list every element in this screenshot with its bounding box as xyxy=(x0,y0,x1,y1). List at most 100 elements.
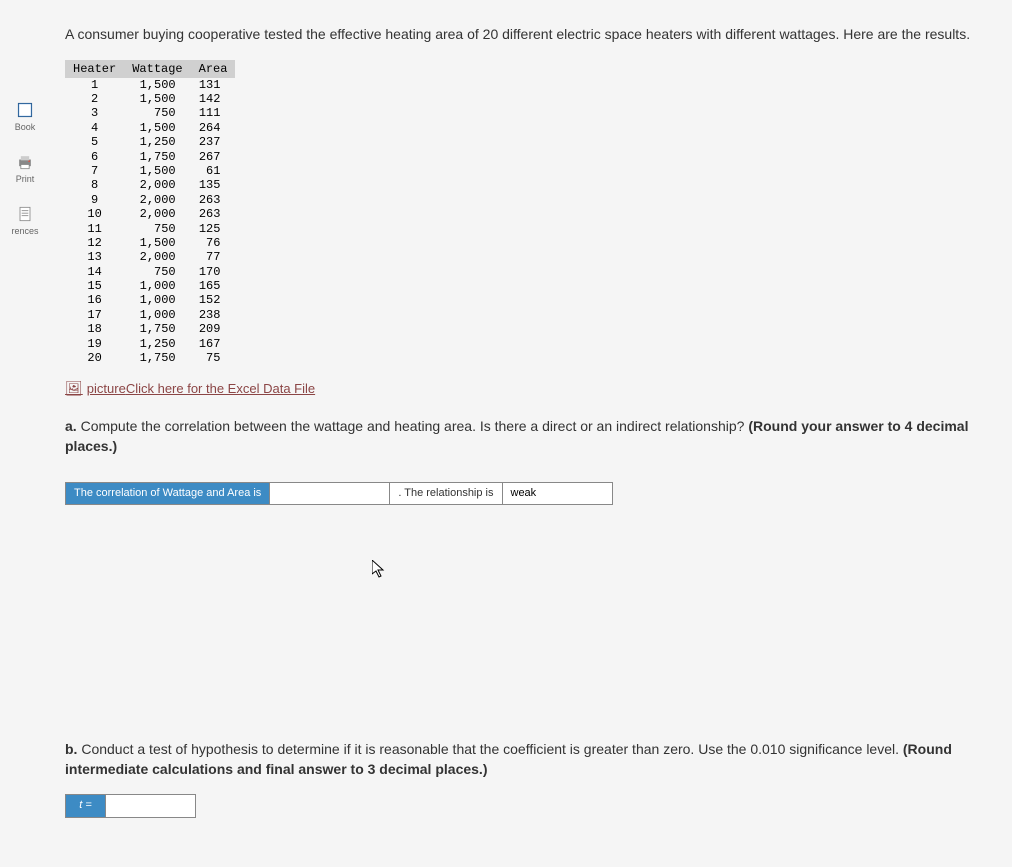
book-icon xyxy=(15,100,35,120)
table-cell: 111 xyxy=(191,106,236,120)
table-cell: 1,250 xyxy=(124,135,190,149)
table-row: 21,500142 xyxy=(65,92,235,106)
table-header: Area xyxy=(191,60,236,78)
table-cell: 2,000 xyxy=(124,178,190,192)
table-row: 171,000238 xyxy=(65,308,235,322)
table-row: 121,50076 xyxy=(65,236,235,250)
table-cell: 209 xyxy=(191,322,236,336)
cursor-icon xyxy=(372,560,388,585)
table-cell: 131 xyxy=(191,78,236,92)
table-cell: 267 xyxy=(191,150,236,164)
table-cell: 1,000 xyxy=(124,293,190,307)
table-cell: 8 xyxy=(65,178,124,192)
table-cell: 1,500 xyxy=(124,92,190,106)
sidebar-item-book[interactable]: Book xyxy=(15,100,36,132)
table-header: Heater xyxy=(65,60,124,78)
table-cell: 9 xyxy=(65,193,124,207)
table-cell: 750 xyxy=(124,265,190,279)
table-cell: 2 xyxy=(65,92,124,106)
table-cell: 263 xyxy=(191,193,236,207)
table-row: 102,000263 xyxy=(65,207,235,221)
table-cell: 170 xyxy=(191,265,236,279)
table-cell: 76 xyxy=(191,236,236,250)
sidebar-item-label: Book xyxy=(15,122,36,132)
excel-link-text: Click here for the Excel Data File xyxy=(126,381,315,396)
answer-b-table: t = xyxy=(65,794,196,817)
table-cell: 264 xyxy=(191,121,236,135)
table-row: 61,750267 xyxy=(65,150,235,164)
excel-data-link[interactable]: 🖼 pictureClick here for the Excel Data Fi… xyxy=(65,380,315,397)
table-header-row: Heater Wattage Area xyxy=(65,60,235,78)
correlation-input[interactable] xyxy=(270,482,390,504)
table-cell: 2,000 xyxy=(124,193,190,207)
table-cell: 4 xyxy=(65,121,124,135)
table-cell: 2,000 xyxy=(124,207,190,221)
t-label: t = xyxy=(66,795,106,817)
table-cell: 1,750 xyxy=(124,150,190,164)
content-area: A consumer buying cooperative tested the… xyxy=(65,25,992,505)
table-cell: 135 xyxy=(191,178,236,192)
sidebar-item-references[interactable]: rences xyxy=(11,204,38,236)
table-cell: 1 xyxy=(65,78,124,92)
table-row: 71,50061 xyxy=(65,164,235,178)
table-row: 11,500131 xyxy=(65,78,235,92)
correlation-label: The correlation of Wattage and Area is xyxy=(66,482,270,504)
table-cell: 1,250 xyxy=(124,337,190,351)
table-row: 3750111 xyxy=(65,106,235,120)
table-cell: 12 xyxy=(65,236,124,250)
table-cell: 19 xyxy=(65,337,124,351)
table-cell: 263 xyxy=(191,207,236,221)
table-cell: 6 xyxy=(65,150,124,164)
table-row: 92,000263 xyxy=(65,193,235,207)
table-cell: 125 xyxy=(191,222,236,236)
references-icon xyxy=(15,204,35,224)
table-cell: 7 xyxy=(65,164,124,178)
table-cell: 13 xyxy=(65,250,124,264)
table-cell: 1,500 xyxy=(124,78,190,92)
table-row: 14750170 xyxy=(65,265,235,279)
table-cell: 10 xyxy=(65,207,124,221)
table-cell: 1,750 xyxy=(124,322,190,336)
table-row: 82,000135 xyxy=(65,178,235,192)
table-cell: 11 xyxy=(65,222,124,236)
table-cell: 5 xyxy=(65,135,124,149)
table-row: 181,750209 xyxy=(65,322,235,336)
table-cell: 237 xyxy=(191,135,236,149)
table-row: 151,000165 xyxy=(65,279,235,293)
table-row: 51,250237 xyxy=(65,135,235,149)
table-cell: 1,500 xyxy=(124,236,190,250)
table-cell: 61 xyxy=(191,164,236,178)
table-cell: 152 xyxy=(191,293,236,307)
table-cell: 142 xyxy=(191,92,236,106)
sidebar-item-label: rences xyxy=(11,226,38,236)
picture-text: picture xyxy=(87,381,126,396)
table-cell: 16 xyxy=(65,293,124,307)
table-cell: 1,000 xyxy=(124,279,190,293)
table-cell: 3 xyxy=(65,106,124,120)
question-b-section: b. Conduct a test of hypothesis to deter… xyxy=(65,740,992,818)
question-b-prefix: b. xyxy=(65,741,77,757)
table-cell: 165 xyxy=(191,279,236,293)
sidebar-item-print[interactable]: Print xyxy=(15,152,35,184)
table-row: 191,250167 xyxy=(65,337,235,351)
picture-icon: 🖼 xyxy=(65,380,83,397)
table-header: Wattage xyxy=(124,60,190,78)
table-cell: 77 xyxy=(191,250,236,264)
table-cell: 18 xyxy=(65,322,124,336)
question-a-text: Compute the correlation between the watt… xyxy=(77,418,749,434)
table-cell: 1,000 xyxy=(124,308,190,322)
table-cell: 238 xyxy=(191,308,236,322)
table-cell: 15 xyxy=(65,279,124,293)
relationship-select[interactable]: weak xyxy=(502,482,612,504)
table-cell: 14 xyxy=(65,265,124,279)
table-cell: 750 xyxy=(124,106,190,120)
question-b-text: Conduct a test of hypothesis to determin… xyxy=(77,741,902,757)
table-row: 161,000152 xyxy=(65,293,235,307)
table-cell: 167 xyxy=(191,337,236,351)
sidebar: Book Print rences xyxy=(0,100,50,236)
table-row: 11750125 xyxy=(65,222,235,236)
t-input[interactable] xyxy=(106,795,196,817)
question-a: a. Compute the correlation between the w… xyxy=(65,417,992,456)
table-cell: 1,500 xyxy=(124,164,190,178)
table-row: 132,00077 xyxy=(65,250,235,264)
